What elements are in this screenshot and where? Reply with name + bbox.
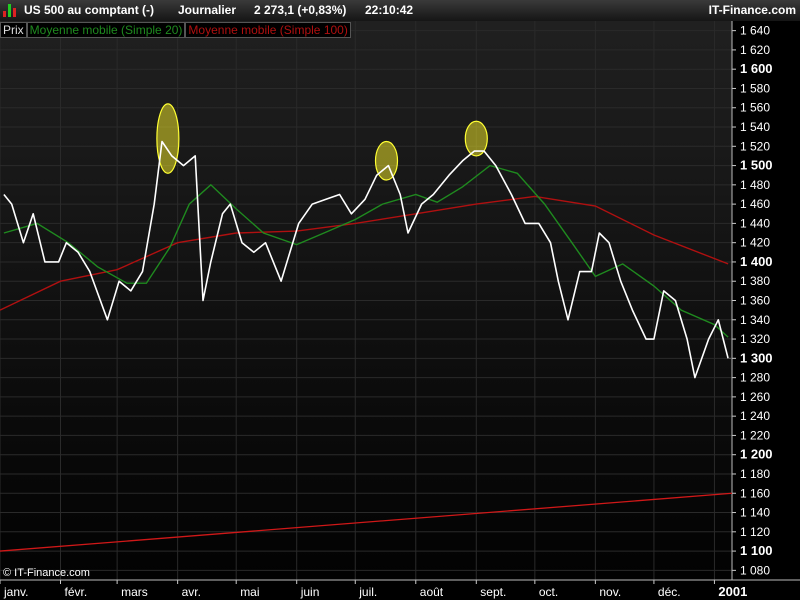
y-tick-label: 1 180 — [740, 467, 770, 481]
y-tick-label: 1 520 — [740, 139, 770, 153]
instrument-name: US 500 au comptant (-) — [24, 3, 155, 17]
y-tick-label: 1 440 — [740, 216, 770, 230]
y-tick-label: 1 460 — [740, 197, 770, 211]
x-tick-label: 2001 — [718, 584, 747, 599]
x-tick-label: mai — [240, 585, 259, 599]
y-tick-label: 1 560 — [740, 101, 770, 115]
quote-time: 22:10:42 — [365, 3, 414, 17]
x-tick-label: nov. — [599, 585, 621, 599]
legend-ma100: Moyenne mobile (Simple 100) — [185, 22, 351, 38]
y-tick-label: 1 620 — [740, 43, 770, 57]
last-quote: 2 273,1 (+0,83%) — [254, 3, 347, 17]
y-tick-label: 1 100 — [740, 543, 773, 558]
y-tick-label: 1 080 — [740, 563, 770, 577]
y-tick-label: 1 260 — [740, 390, 770, 404]
y-tick-label: 1 580 — [740, 81, 770, 95]
legend-ma20: Moyenne mobile (Simple 20) — [26, 22, 186, 38]
y-tick-label: 1 120 — [740, 525, 770, 539]
y-tick-label: 1 320 — [740, 332, 770, 346]
bar-chart-icon[interactable] — [3, 4, 17, 17]
y-tick-label: 1 420 — [740, 236, 770, 250]
y-tick-label: 1 480 — [740, 178, 770, 192]
x-tick-label: janv. — [3, 585, 28, 599]
x-tick-label: juin — [300, 585, 320, 599]
x-tick-label: sept. — [480, 585, 506, 599]
x-tick-label: mars — [121, 585, 148, 599]
price-line — [3, 140, 729, 379]
title-bar: US 500 au comptant (-) Journalier 2 273,… — [0, 0, 800, 21]
x-tick-label: févr. — [65, 585, 88, 599]
ma20-line — [3, 164, 729, 338]
y-tick-label: 1 360 — [740, 294, 770, 308]
trend-line — [0, 492, 733, 552]
y-tick-label: 1 280 — [740, 371, 770, 385]
legend-price: Prix — [0, 22, 27, 38]
brand-name: IT-Finance.com — [708, 3, 796, 17]
y-tick-label: 1 240 — [740, 409, 770, 423]
y-tick-label: 1 300 — [740, 350, 773, 365]
highlight-ellipse — [374, 140, 399, 181]
y-tick-label: 1 160 — [740, 486, 770, 500]
chart-legend: Prix Moyenne mobile (Simple 20) Moyenne mo… — [0, 22, 351, 38]
highlight-ellipse — [156, 103, 180, 174]
y-tick-label: 1 500 — [740, 158, 773, 173]
x-tick-label: oct. — [539, 585, 558, 599]
y-tick-label: 1 380 — [740, 274, 770, 288]
y-tick-label: 1 540 — [740, 120, 770, 134]
x-tick-label: août — [420, 585, 444, 599]
ma100-line — [0, 195, 729, 311]
y-tick-label: 1 340 — [740, 313, 770, 327]
x-tick-label: juil. — [358, 585, 377, 599]
price-chart[interactable]: 1 080 1 100 1 120 1 140 1 160 1 180 1 200 1 220… — [0, 21, 800, 600]
y-tick-label: 1 200 — [740, 447, 773, 462]
copyright: © IT-Finance.com — [3, 567, 90, 579]
y-tick-label: 1 400 — [740, 254, 773, 269]
y-tick-label: 1 140 — [740, 506, 770, 520]
highlight-ellipse — [464, 120, 488, 157]
x-tick-label: déc. — [658, 585, 681, 599]
period-label: Journalier — [178, 3, 237, 17]
y-tick-label: 1 600 — [740, 61, 773, 76]
x-tick-label: avr. — [182, 585, 201, 599]
y-tick-label: 1 640 — [740, 24, 770, 38]
y-tick-label: 1 220 — [740, 428, 770, 442]
